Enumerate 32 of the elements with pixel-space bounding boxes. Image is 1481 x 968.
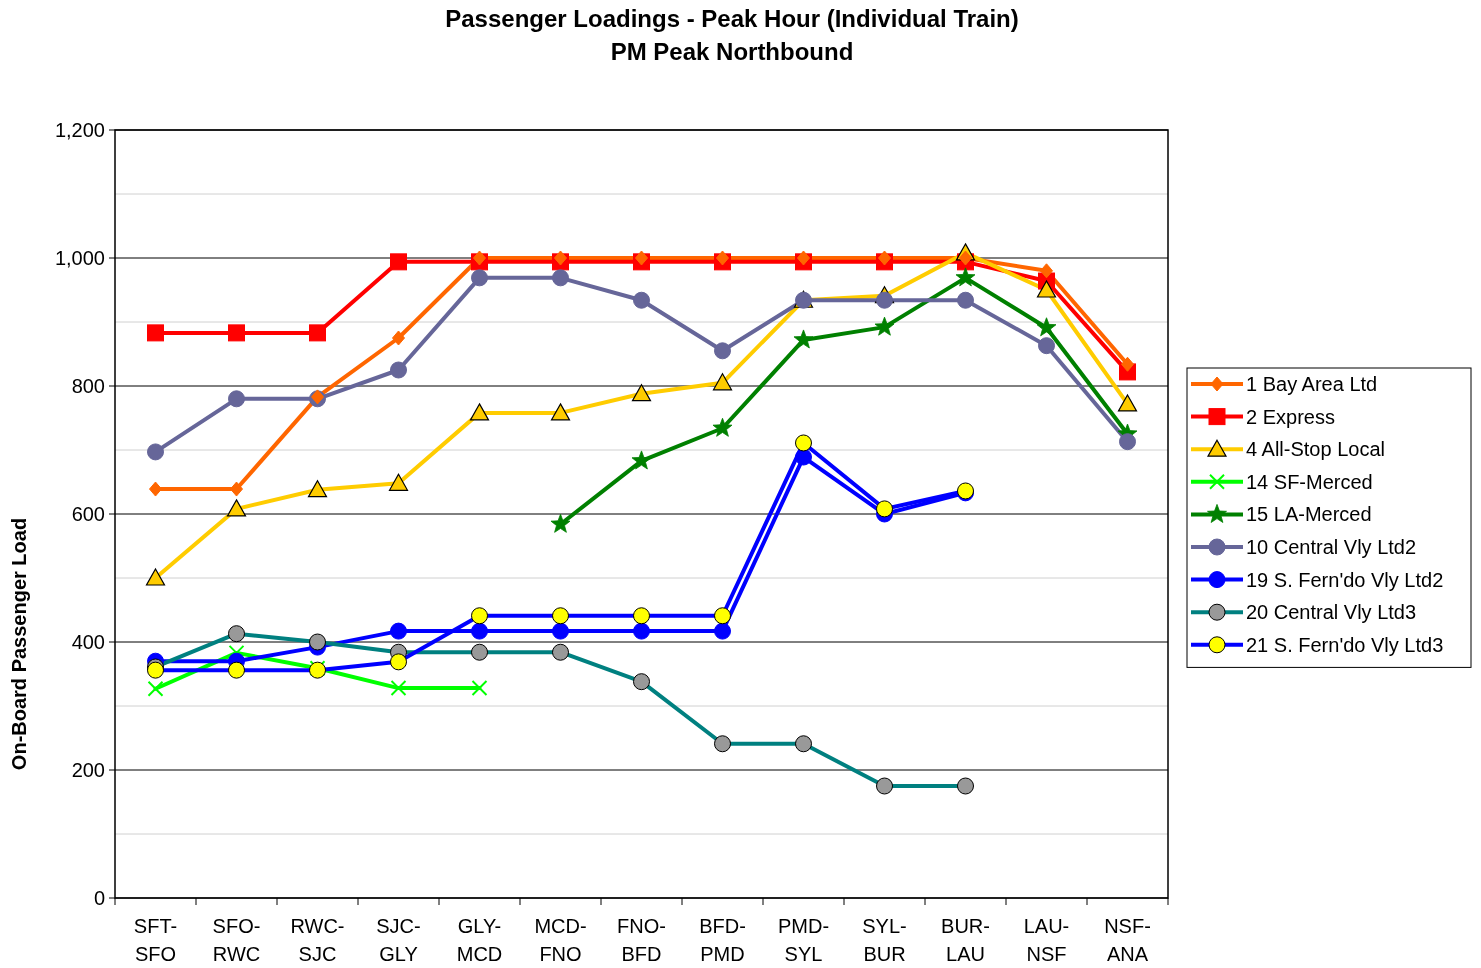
chart-title: Passenger Loadings - Peak Hour (Individual Train) [445, 5, 1019, 32]
y-tick-label: 1,200 [54, 119, 105, 141]
x-tick-label: SFO-RWC [212, 915, 261, 965]
x-tick-label: GLY-MCD [456, 915, 503, 965]
x-tick-label: FNO-BFD [617, 915, 666, 965]
legend-label: 2 Express [1246, 405, 1335, 428]
legend-label: 4 All-Stop Local [1246, 438, 1385, 461]
legend-label: 21 S. Fern'do Vly Ltd3 [1246, 633, 1444, 656]
y-tick-label: 200 [71, 759, 105, 781]
y-axis-title: On-Board Passenger Load [8, 517, 30, 771]
x-tick-label: BFD-PMD [699, 915, 746, 965]
y-tick-label: 0 [93, 887, 105, 909]
chart-subtitle: PM Peak Northbound [610, 38, 854, 65]
x-tick-label: NSF-ANA [1104, 915, 1151, 965]
legend-label: 1 Bay Area Ltd [1246, 373, 1378, 395]
x-tick-label: SFT-SFO [133, 915, 178, 965]
y-tick-label: 1,000 [54, 247, 105, 269]
x-tick-label: SYL-BUR [862, 915, 907, 965]
x-tick-label: LAU-NSF [1023, 915, 1070, 965]
x-tick-label: MCD-FNO [534, 915, 587, 965]
x-tick-label: PMD-SYL [777, 915, 830, 965]
x-tick-label: BUR-LAU [941, 915, 990, 965]
y-tick-label: 600 [71, 503, 105, 525]
legend-label: 19 S. Fern'do Vly Ltd2 [1246, 568, 1444, 591]
x-tick-label: RWC-SJC [290, 915, 345, 965]
x-tick-label: SJC-GLY [376, 915, 421, 965]
legend-label: 10 Central Vly Ltd2 [1246, 536, 1417, 558]
legend-label: 15 LA-Merced [1246, 503, 1372, 526]
y-tick-label: 400 [71, 631, 105, 653]
legend-label: 20 Central Vly Ltd3 [1246, 601, 1417, 624]
legend-label: 14 SF-Merced [1246, 470, 1373, 493]
y-tick-label: 800 [71, 375, 105, 397]
